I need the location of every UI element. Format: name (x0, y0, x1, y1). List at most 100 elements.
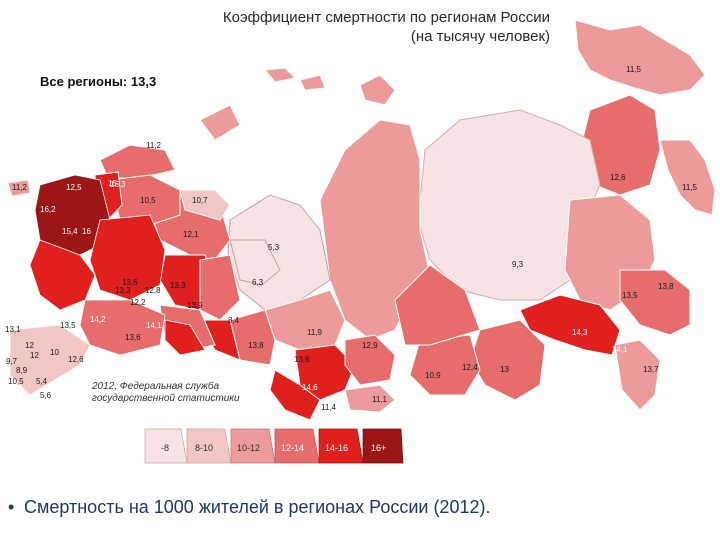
legend-label-1: 8-10 (195, 443, 213, 453)
label-krasnoyarsk-south: 12,9 (362, 341, 378, 350)
legend-item: 12-14 (274, 428, 320, 464)
label-tomsk: 11,9 (307, 328, 323, 337)
label-kamchatka: 11,5 (682, 183, 698, 192)
label-primorye: 13,7 (643, 365, 659, 374)
label-chechnya: 5,4 (36, 377, 48, 386)
legend-label-2: 10-12 (237, 443, 260, 453)
region-khmao (229, 239, 281, 286)
label-perm: 13,3 (170, 281, 186, 290)
region-kaliningrad (7, 179, 31, 197)
label-arkhangelsk: 10,5 (140, 196, 156, 205)
legend-item: 14-16 (318, 428, 364, 464)
label-sverdlovsk: 13,9 (187, 301, 203, 310)
legend-item: -8 (144, 428, 188, 464)
label-irkutsk: 12,4 (462, 363, 478, 372)
label-tver: 15,4 (62, 227, 78, 236)
region-caucasus (9, 324, 91, 396)
region-magadan-south (619, 269, 691, 336)
label-rostov: 13,5 (60, 321, 76, 330)
data-source-line2: государственной статистики (92, 393, 240, 404)
caption-text: Смертность на 1000 жителей в регионах Ро… (24, 497, 491, 517)
label-pskov: 16,2 (40, 205, 56, 214)
label-adygea: 10 (50, 348, 59, 357)
label-novgorod: 16,3 (110, 180, 126, 189)
region-nao (179, 189, 231, 221)
region-altai (269, 369, 321, 421)
label-altai-rep: 11,4 (321, 403, 337, 412)
label-kabardino: 8,9 (16, 366, 28, 375)
region-orenburg (164, 319, 206, 356)
label-khabarovsk-east: 13,8 (658, 282, 674, 291)
label-saratov: 12,8 (145, 286, 161, 295)
region-tuva (344, 384, 396, 413)
label-chukotka: 11,5 (626, 65, 642, 74)
legend-label-3: 12-14 (281, 443, 304, 453)
label-krasnodar: 13,1 (5, 325, 21, 334)
label-komi: 12,1 (183, 230, 199, 239)
russia-map: 11,5 12,6 11,5 9,3 13,8 13,5 14,3 13,7 1… (5, 19, 716, 421)
label-voronezh: 14,2 (90, 315, 106, 324)
label-penza: 13,6 (122, 278, 138, 287)
region-south (79, 299, 166, 356)
label-omsk: 13,8 (248, 341, 264, 350)
label-astrakhan: 12,6 (68, 355, 84, 364)
label-karachay: 12 (25, 341, 34, 350)
region-primorye (614, 339, 661, 411)
region-arctic-islands (264, 67, 326, 91)
label-khabarovsk: 13,5 (622, 291, 638, 300)
label-novosibirsk: 13,6 (294, 355, 310, 364)
region-khakassia (344, 334, 396, 386)
label-bashkortostan: 13,6 (125, 333, 141, 342)
label-amur: 14,3 (572, 328, 588, 337)
label-kalmykia: 12 (30, 351, 39, 360)
region-irkutsk (394, 264, 481, 346)
all-regions-value: Все регионы: 13,3 (40, 74, 157, 89)
label-murmansk: 11,2 (146, 141, 162, 150)
label-magadan: 12,6 (610, 173, 626, 182)
region-central (34, 174, 111, 256)
region-sverdlovsk (199, 254, 241, 321)
label-tuva: 11,1 (372, 395, 388, 404)
label-nao: 10,7 (192, 196, 208, 205)
region-taimyr-islands (359, 74, 396, 106)
label-vologda: 16 (82, 227, 91, 236)
map-title-line1: Коэффициент смертности по регионам Росси… (222, 9, 550, 26)
label-stavropol: 9,7 (6, 357, 18, 366)
legend-label-0: -8 (161, 443, 169, 453)
label-tyumen: 8,4 (228, 316, 240, 325)
legend-label-4: 14-16 (325, 443, 348, 453)
region-buryatia (409, 334, 481, 396)
legend-label-5: 16+ (371, 443, 386, 453)
region-volga (89, 214, 166, 301)
region-central-2 (29, 239, 96, 311)
label-buryatia: 10,9 (425, 371, 441, 380)
label-dagestan: 5,6 (40, 391, 52, 400)
label-jewish-ao: 14,1 (612, 345, 628, 354)
data-source-line1: 2012, Федеральная служба (92, 381, 220, 392)
region-chukotka (574, 19, 706, 96)
label-orenburg: 14,1 (146, 321, 162, 330)
label-yamal: 5,3 (268, 243, 280, 252)
label-leningrad: 12,5 (66, 183, 82, 192)
region-tomsk (264, 289, 346, 351)
region-amur (519, 294, 621, 356)
label-yakutia: 9,3 (512, 260, 524, 269)
bullet-icon: • (8, 497, 15, 517)
region-kamchatka (659, 139, 716, 216)
label-karelia: 15 (108, 179, 117, 188)
label-north-ossetia: 10,5 (8, 377, 24, 386)
region-novaya-zemlya (199, 104, 241, 141)
label-volgograd: 13,3 (115, 286, 131, 295)
legend-item: 10-12 (230, 428, 276, 464)
label-altai-krai: 14,6 (302, 383, 318, 392)
label-khmao: 6,3 (252, 278, 264, 287)
label-kaliningrad: 11,2 (12, 183, 28, 192)
label-samara: 12,2 (130, 298, 146, 307)
legend-item: 16+ (362, 428, 404, 464)
region-labels: 11,5 12,6 11,5 9,3 13,8 13,5 14,3 13,7 1… (5, 65, 698, 412)
map-title-line2: (на тысячу человек) (410, 28, 550, 45)
caption: • Смертность на 1000 жителей в регионах Р… (8, 497, 490, 518)
map-title: Коэффициент смертности по регионам Росси… (180, 8, 550, 46)
data-source: 2012, Федеральная служба государственной… (92, 381, 262, 405)
map-legend: -8 8-10 10-12 12-14 14-16 16+ (144, 428, 404, 464)
